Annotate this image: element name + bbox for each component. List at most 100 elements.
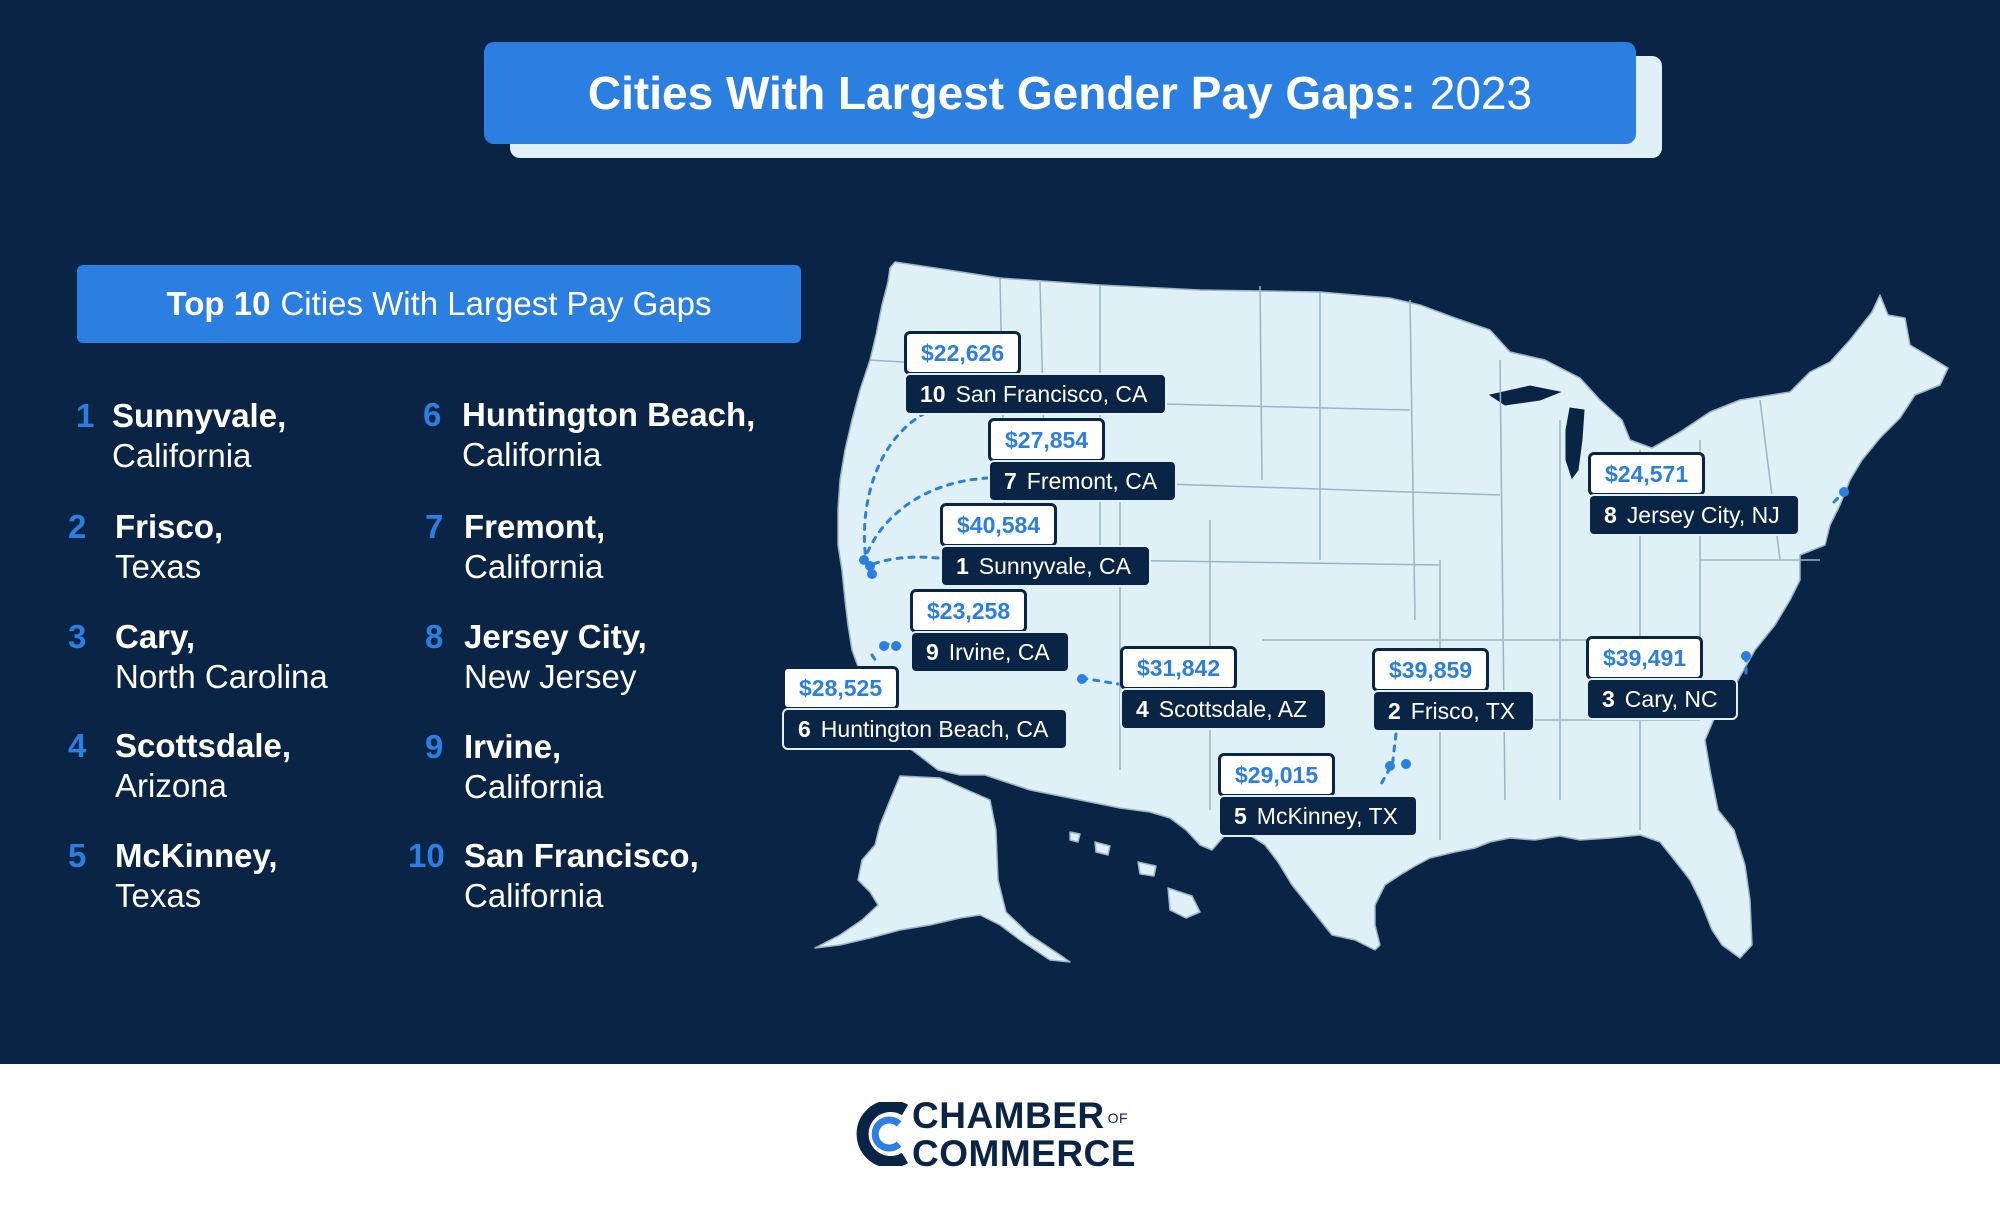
city-badge-name: McKinney, TX [1256,803,1398,829]
rank-city: Fremont, [464,508,606,545]
city-badge: 4 Scottsdale, AZ [1120,688,1328,730]
title-year: 2023 [1429,67,1533,119]
logo-of: OF [1107,1110,1129,1127]
city-badge-rank: 7 [1004,468,1017,494]
dot-huntington-beach [879,641,889,651]
amount-badge: $28,525 [782,666,900,710]
leader-sunnyvale [866,555,940,568]
lake-michigan [1565,407,1585,480]
dot-frisco [1401,759,1411,769]
page-title: Cities With Largest Gender Pay Gaps: 202… [484,42,1636,144]
rank-city: Scottsdale, [115,727,292,764]
city-badge: 8 Jersey City, NJ [1588,494,1800,536]
amount-badge: $24,571 [1588,452,1706,496]
lake-superior [1488,385,1562,406]
amount-badge: $22,626 [904,331,1022,375]
city-badge-rank: 3 [1602,686,1615,712]
city-badge-rank: 6 [798,716,811,742]
logo-line1: CHAMBER [912,1095,1105,1136]
city-badge-name: Sunnyvale, CA [978,553,1131,579]
rank-state: California [462,436,602,473]
rank-state: Texas [115,548,202,585]
rank-state: California [464,548,604,585]
rank-city: Huntington Beach, [462,396,756,433]
rank-number: 10 [408,837,445,874]
rank-state: California [112,437,252,474]
leader-huntington [870,653,880,666]
city-badge-name: Scottsdale, AZ [1158,696,1308,722]
rank-state: Arizona [115,767,227,804]
dot-fremont [867,569,877,579]
dot-irvine [891,641,901,651]
leader-mckinney [1378,766,1392,788]
city-badge-name: San Francisco, CA [955,381,1148,407]
city-badge-name: Fremont, CA [1026,468,1158,494]
city-badge-name: Huntington Beach, CA [820,716,1049,742]
alaska-shape [814,775,1071,963]
footer [0,1064,2000,1207]
city-badge-rank: 4 [1136,696,1149,722]
title-bold: Cities With Largest Gender Pay Gaps: [587,67,1416,119]
rank-city: Cary, [115,618,196,655]
amount-badge: $40,584 [940,503,1058,547]
leader-fremont [864,476,990,558]
city-badge: 7 Fremont, CA [988,460,1178,502]
rank-number: 5 [68,837,87,874]
us-map [814,261,1949,963]
rank-city: Irvine, [464,728,562,765]
rank-number: 4 [68,727,87,764]
city-badge-name: Frisco, TX [1410,698,1516,724]
city-badge: 2 Frisco, TX [1372,690,1536,732]
city-badge: 9 Irvine, CA [910,631,1070,673]
amount-badge: $27,854 [988,418,1106,462]
rank-state: California [464,877,604,914]
chamber-logo-text: CHAMBER OF COMMERCE [912,1095,1136,1175]
logo-line2: COMMERCE [912,1133,1136,1175]
leader-scottsdale [1080,676,1120,686]
city-badge: 1 Sunnyvale, CA [940,545,1151,587]
rank-state: Texas [115,877,202,914]
city-badge-rank: 2 [1388,698,1401,724]
rank-number: 9 [425,728,444,765]
city-badge: 3 Cary, NC [1586,678,1738,720]
city-badge: 5 McKinney, TX [1218,795,1418,837]
rank-city: Sunnyvale, [112,397,287,434]
city-badge-rank: 10 [920,381,946,407]
dot-scottsdale [1077,674,1087,684]
amount-badge: $39,859 [1372,648,1490,692]
city-badge-rank: 1 [956,553,969,579]
city-badge-rank: 8 [1604,502,1617,528]
rank-city: Frisco, [115,508,224,545]
dot-cary [1741,651,1751,661]
hawaii-kauai [1069,831,1081,843]
city-badge-name: Jersey City, NJ [1626,502,1780,528]
rank-state: New Jersey [464,658,637,695]
rank-state: North Carolina [115,658,328,695]
hawaii-maui [1137,861,1157,877]
city-badge: 6 Huntington Beach, CA [782,708,1069,750]
city-badge: 10 San Francisco, CA [904,373,1168,415]
city-badge-rank: 9 [926,639,939,665]
dot-jersey-city [1839,487,1849,497]
amount-badge: $31,842 [1120,646,1238,690]
rank-city: McKinney, [115,837,278,874]
city-badge-name: Cary, NC [1624,686,1718,712]
rank-number: 7 [425,508,444,545]
rank-city: Jersey City, [464,618,647,655]
rank-number: 8 [425,618,444,655]
list-heading: Top 10 Cities With Largest Pay Gaps [77,265,801,343]
rank-city: San Francisco, [464,837,699,874]
rank-number: 6 [423,396,442,433]
rank-number: 3 [68,618,87,655]
leader-san-francisco [862,406,938,562]
city-badge-rank: 5 [1234,803,1247,829]
amount-badge: $29,015 [1218,753,1336,797]
rank-number: 1 [76,397,95,434]
list-heading-text: Cities With Largest Pay Gaps [280,285,712,322]
rank-number: 2 [68,508,87,545]
hawaii-oahu [1094,841,1111,856]
amount-badge: $23,258 [910,589,1028,633]
rank-state: California [464,768,604,805]
amount-badge: $39,491 [1586,636,1704,680]
